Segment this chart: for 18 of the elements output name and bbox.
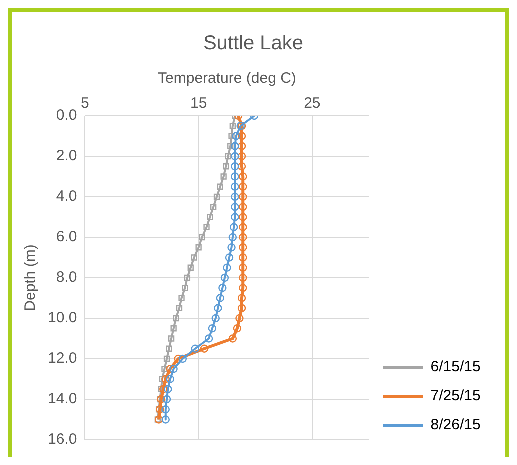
y-tick-label: 8.0 [56, 269, 78, 286]
y-tick-label: 12.0 [48, 350, 78, 368]
y-tick-label: 14.0 [48, 390, 78, 408]
y-tick-label: 4.0 [56, 188, 78, 206]
x-axis-title: Temperature (deg C) [158, 70, 296, 88]
x-tick-label: 25 [304, 95, 321, 112]
y-tick-label: 16.0 [48, 431, 78, 448]
chart-title: Suttle Lake [203, 32, 304, 55]
x-tick-label: 15 [190, 95, 208, 112]
y-tick-label: 0.0 [56, 107, 78, 124]
legend-label: 6/15/15 [430, 358, 481, 376]
y-tick-label: 10.0 [48, 310, 78, 327]
x-tick-label: 5 [81, 95, 90, 112]
y-tick-label: 2.0 [56, 148, 78, 165]
y-axis-title: Depth (m) [22, 244, 40, 312]
legend-label: 7/25/15 [430, 388, 481, 405]
legend-label: 8/26/15 [430, 416, 481, 434]
y-tick-label: 6.0 [56, 228, 78, 246]
